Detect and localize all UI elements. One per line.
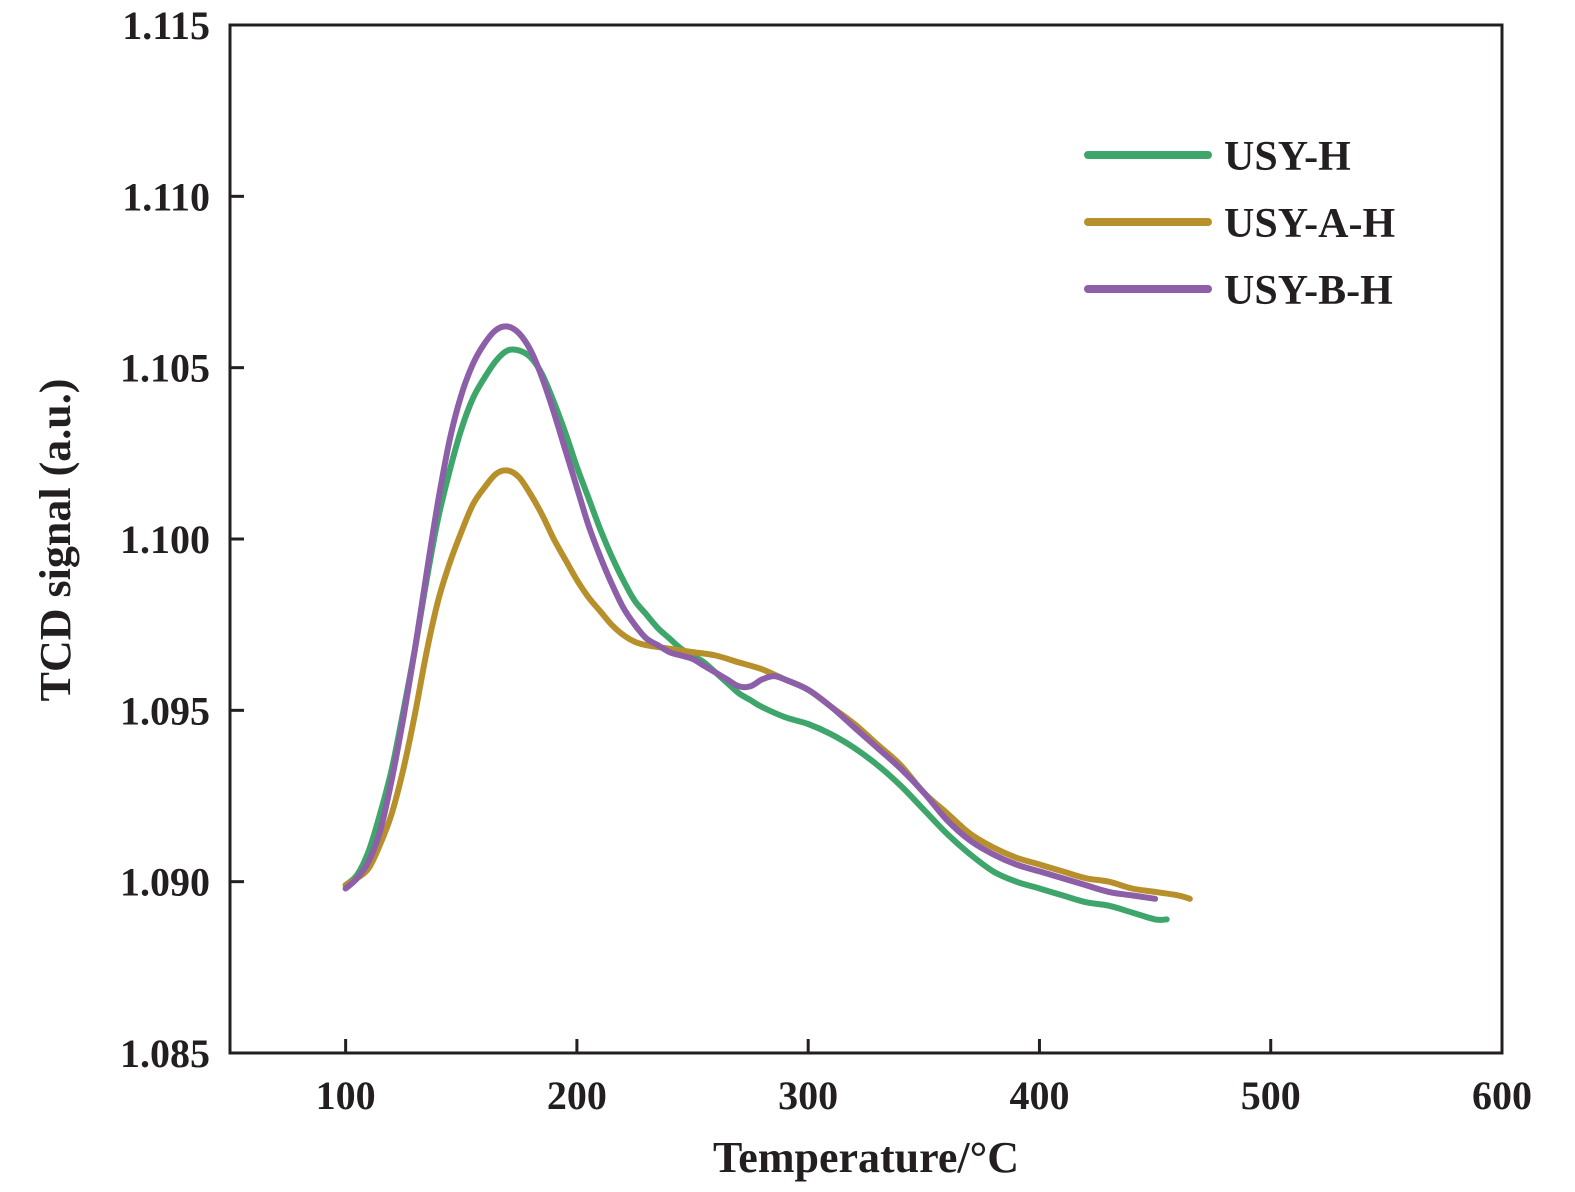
legend-label: USY-A-H [1224,201,1395,247]
y-tick-label: 1.095 [120,688,210,733]
series-line-usy-a-h [342,467,1193,902]
y-tick-label: 1.090 [120,860,210,905]
x-tick-label: 400 [1009,1073,1069,1118]
x-tick-label: 500 [1241,1073,1301,1118]
y-tick-label: 1.100 [120,517,210,562]
x-tick-label: 300 [778,1073,838,1118]
x-axis: 100 200 300 400 500 600 [316,1039,1532,1118]
legend: USY-H USY-A-H USY-B-H [1084,134,1395,314]
x-tick-label: 200 [547,1073,607,1118]
y-axis: 1.085 1.090 1.095 1.100 1.105 1.110 1.115 [120,3,244,1076]
x-tick-label: 100 [316,1073,376,1118]
x-axis-title: Temperature/°C [713,1133,1019,1182]
y-tick-label: 1.115 [122,3,210,48]
series-line-usy-b-h [342,323,1159,902]
y-tick-label: 1.105 [120,346,210,391]
legend-label: USY-H [1224,134,1351,180]
series-line-usy-h [342,346,1170,923]
x-tick-label: 600 [1472,1073,1532,1118]
y-tick-label: 1.085 [120,1031,210,1076]
legend-label: USY-B-H [1224,268,1393,314]
y-axis-title: TCD signal (a.u.) [31,379,80,702]
series-layer [342,323,1193,923]
y-tick-label: 1.110 [122,174,210,219]
